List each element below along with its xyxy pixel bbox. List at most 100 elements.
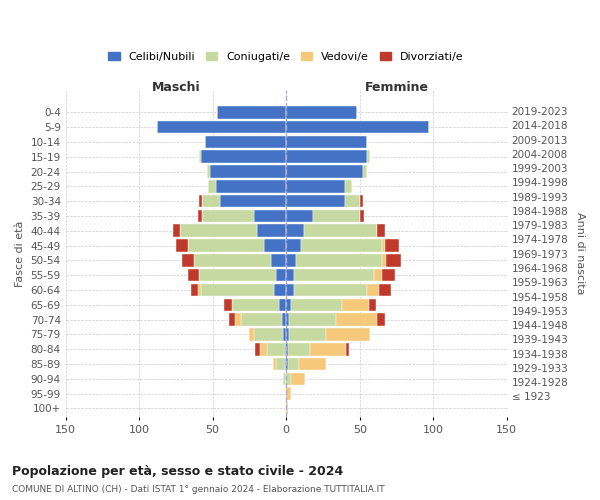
Bar [276, 269, 286, 281]
Bar [254, 328, 283, 340]
Bar [342, 298, 368, 311]
Bar [188, 269, 199, 281]
Bar [286, 150, 367, 163]
Bar [287, 343, 310, 355]
Text: Femmine: Femmine [364, 81, 428, 94]
Bar [273, 358, 276, 370]
Bar [208, 180, 215, 192]
Bar [286, 210, 313, 222]
Bar [283, 372, 286, 385]
Bar [194, 254, 271, 266]
Bar [367, 150, 370, 163]
Bar [293, 269, 374, 281]
Bar [264, 240, 286, 252]
Bar [346, 343, 349, 355]
Bar [220, 195, 286, 207]
Bar [267, 343, 285, 355]
Bar [286, 298, 290, 311]
Bar [283, 328, 286, 340]
Bar [188, 240, 264, 252]
Bar [285, 343, 286, 355]
Bar [260, 343, 267, 355]
Bar [374, 269, 382, 281]
Bar [336, 314, 377, 326]
Y-axis label: Fasce di età: Fasce di età [15, 220, 25, 287]
Bar [256, 343, 260, 355]
Bar [286, 328, 289, 340]
Bar [229, 314, 235, 326]
Bar [286, 195, 345, 207]
Bar [201, 284, 274, 296]
Bar [157, 121, 286, 134]
Bar [286, 388, 290, 400]
Bar [210, 165, 286, 178]
Bar [199, 195, 202, 207]
Bar [257, 224, 286, 237]
Bar [286, 269, 293, 281]
Bar [182, 254, 194, 266]
Bar [286, 358, 287, 370]
Text: Popolazione per età, sesso e stato civile - 2024: Popolazione per età, sesso e stato civil… [12, 465, 343, 478]
Bar [287, 358, 299, 370]
Bar [326, 328, 370, 340]
Bar [201, 150, 286, 163]
Bar [202, 195, 220, 207]
Bar [382, 269, 395, 281]
Bar [286, 106, 357, 118]
Bar [362, 165, 367, 178]
Bar [382, 240, 385, 252]
Bar [286, 314, 289, 326]
Bar [241, 314, 282, 326]
Bar [289, 328, 326, 340]
Text: Maschi: Maschi [152, 81, 200, 94]
Bar [299, 358, 326, 370]
Bar [215, 180, 286, 192]
Bar [345, 180, 352, 192]
Bar [198, 210, 202, 222]
Bar [285, 358, 286, 370]
Bar [274, 284, 286, 296]
Bar [286, 284, 293, 296]
Bar [379, 284, 391, 296]
Legend: Celibi/Nubili, Coniugati/e, Vedovi/e, Divorziati/e: Celibi/Nubili, Coniugati/e, Vedovi/e, Di… [104, 48, 469, 66]
Bar [286, 136, 367, 148]
Bar [293, 284, 367, 296]
Bar [224, 298, 232, 311]
Bar [254, 210, 286, 222]
Bar [368, 298, 376, 311]
Bar [367, 284, 379, 296]
Bar [276, 358, 285, 370]
Bar [377, 224, 385, 237]
Bar [286, 402, 287, 415]
Bar [286, 240, 301, 252]
Bar [286, 343, 287, 355]
Y-axis label: Anni di nascita: Anni di nascita [575, 212, 585, 295]
Bar [205, 136, 286, 148]
Bar [289, 314, 336, 326]
Bar [181, 224, 257, 237]
Bar [360, 195, 362, 207]
Bar [232, 298, 279, 311]
Bar [290, 298, 342, 311]
Bar [286, 165, 362, 178]
Bar [198, 284, 201, 296]
Bar [345, 195, 360, 207]
Bar [377, 314, 385, 326]
Bar [304, 224, 377, 237]
Bar [382, 254, 386, 266]
Bar [176, 240, 188, 252]
Bar [191, 284, 198, 296]
Bar [385, 240, 400, 252]
Bar [310, 343, 346, 355]
Bar [286, 372, 290, 385]
Bar [286, 254, 296, 266]
Bar [286, 180, 345, 192]
Bar [207, 165, 210, 178]
Bar [173, 224, 181, 237]
Bar [271, 254, 286, 266]
Bar [313, 210, 360, 222]
Bar [279, 298, 286, 311]
Text: COMUNE DI ALTINO (CH) - Dati ISTAT 1° gennaio 2024 - Elaborazione TUTTITALIA.IT: COMUNE DI ALTINO (CH) - Dati ISTAT 1° ge… [12, 485, 385, 494]
Bar [286, 224, 304, 237]
Bar [286, 121, 429, 134]
